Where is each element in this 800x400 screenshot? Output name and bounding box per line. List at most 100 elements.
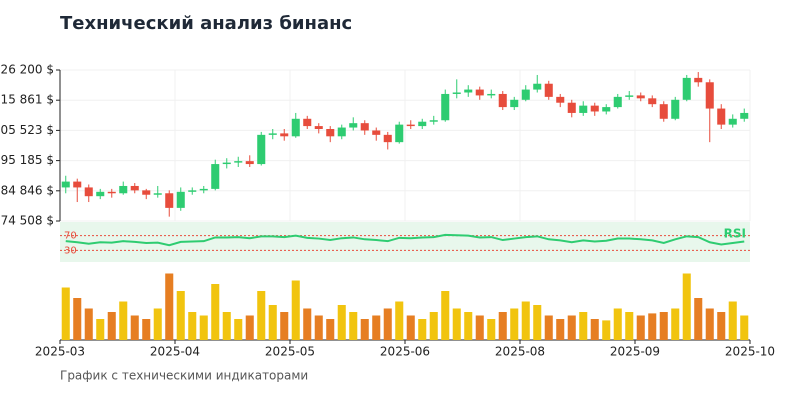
volume-bar bbox=[464, 312, 473, 340]
y-tick-label: 126 200 $ bbox=[0, 63, 54, 77]
volume-bar bbox=[556, 319, 565, 340]
y-tick-label: 95 185 $ bbox=[1, 153, 54, 167]
candle-body bbox=[119, 185, 128, 194]
candle-body bbox=[199, 188, 208, 191]
candle-body bbox=[153, 193, 162, 195]
volume-bar bbox=[682, 273, 691, 340]
candle-body bbox=[475, 89, 484, 96]
candle-body bbox=[521, 89, 530, 100]
candle-body bbox=[188, 190, 197, 192]
candle-body bbox=[165, 193, 174, 208]
rsi-line bbox=[65, 233, 745, 247]
volume-bar bbox=[659, 312, 668, 340]
volume-bar bbox=[165, 273, 174, 340]
volume-bar bbox=[268, 305, 277, 340]
candle-body bbox=[717, 108, 726, 125]
candle-body bbox=[694, 77, 703, 83]
candle-body bbox=[372, 130, 381, 135]
volume-bar bbox=[142, 319, 151, 340]
volume-bar bbox=[61, 287, 70, 340]
x-tick-label: 2025-08 bbox=[495, 345, 545, 359]
volume-bar bbox=[510, 308, 519, 340]
candle-body bbox=[61, 181, 70, 188]
volume-bar bbox=[73, 298, 82, 340]
candle-body bbox=[418, 121, 427, 127]
x-tick-label: 2025-03 bbox=[35, 345, 85, 359]
candle-body bbox=[487, 93, 496, 96]
candle-body bbox=[510, 99, 519, 108]
x-tick-label: 2025-09 bbox=[610, 345, 660, 359]
candle-body bbox=[303, 118, 312, 127]
volume-bar bbox=[372, 315, 381, 340]
volume-bar bbox=[130, 315, 139, 340]
rsi-level-label: 70 bbox=[64, 231, 77, 242]
candle-body bbox=[648, 98, 657, 105]
candle-body bbox=[268, 133, 277, 135]
volume-bar bbox=[740, 315, 749, 340]
candle-body bbox=[395, 124, 404, 143]
candle-body bbox=[452, 92, 461, 94]
volume-bar bbox=[567, 315, 576, 340]
candle-body bbox=[406, 124, 415, 127]
candle-body bbox=[107, 191, 116, 194]
volume-bar bbox=[337, 305, 346, 340]
candle-body bbox=[498, 93, 507, 108]
candle-body bbox=[659, 104, 668, 119]
candle-body bbox=[234, 161, 243, 163]
candle-body bbox=[590, 105, 599, 112]
volume-bar bbox=[418, 319, 427, 340]
volume-bar bbox=[648, 313, 657, 340]
candle-body bbox=[441, 93, 450, 121]
chart-title: Технический анализ бинанс bbox=[60, 13, 352, 34]
candle-body bbox=[613, 96, 622, 108]
candle-body bbox=[349, 123, 358, 128]
x-tick-label: 2025-06 bbox=[380, 345, 430, 359]
volume-bar bbox=[234, 319, 243, 340]
candle-body bbox=[84, 187, 93, 197]
candle-body bbox=[73, 181, 82, 188]
candle-body bbox=[383, 134, 392, 143]
y-tick-label: 115 861 $ bbox=[0, 93, 54, 107]
x-tick-label: 2025-04 bbox=[150, 345, 200, 359]
volume-bar bbox=[602, 320, 611, 340]
candle-body bbox=[360, 123, 369, 131]
y-tick-label: 105 523 $ bbox=[0, 123, 54, 137]
volume-bar bbox=[245, 315, 254, 340]
volume-bar bbox=[176, 291, 185, 340]
candle-body bbox=[705, 82, 714, 109]
candle-body bbox=[544, 83, 553, 97]
rsi-panel bbox=[60, 222, 750, 262]
candle-body bbox=[567, 102, 576, 113]
candle-body bbox=[280, 133, 289, 137]
volume-bar bbox=[153, 308, 162, 340]
volume-bar bbox=[349, 312, 358, 340]
volume-bar bbox=[728, 301, 737, 340]
volume-bar bbox=[671, 308, 680, 340]
candle-body bbox=[740, 112, 749, 119]
volume-bar bbox=[360, 319, 369, 340]
volume-bar bbox=[544, 315, 553, 340]
candle-body bbox=[257, 134, 266, 165]
volume-bar bbox=[188, 312, 197, 340]
candle-body bbox=[130, 185, 139, 191]
volume-bar bbox=[84, 308, 93, 340]
y-tick-label: 74 508 $ bbox=[1, 214, 54, 228]
volume-bar bbox=[257, 291, 266, 340]
volume-bar bbox=[705, 308, 714, 340]
volume-bar bbox=[613, 308, 622, 340]
volume-bar bbox=[636, 315, 645, 340]
candle-body bbox=[211, 164, 220, 189]
candle-body bbox=[533, 83, 542, 90]
candle-body bbox=[291, 118, 300, 137]
volume-bar bbox=[498, 312, 507, 340]
candle-body bbox=[96, 191, 105, 197]
candle-body bbox=[464, 89, 473, 93]
candle-body bbox=[636, 95, 645, 99]
volume-bar bbox=[222, 312, 231, 340]
rsi-label: RSI bbox=[724, 227, 746, 241]
volume-bar bbox=[280, 312, 289, 340]
candle-body bbox=[245, 161, 254, 165]
volume-bar bbox=[441, 291, 450, 340]
candle-body bbox=[176, 191, 185, 208]
x-tick-label: 2025-10 bbox=[725, 345, 775, 359]
